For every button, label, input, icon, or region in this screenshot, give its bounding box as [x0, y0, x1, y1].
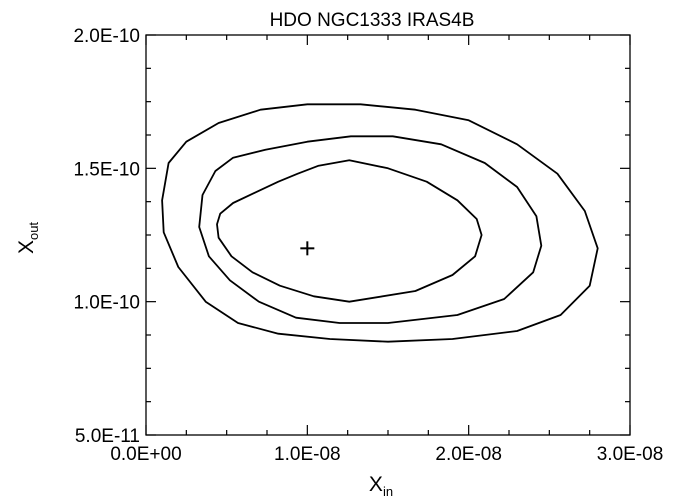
x-tick-label: 3.0E-08 [597, 444, 664, 465]
contour-lines [161, 103, 599, 343]
y-axis-ticks [146, 34, 630, 436]
x-tick-label: 1.0E-08 [274, 444, 341, 465]
contour-outer [161, 103, 599, 343]
y-tick-label: 1.5E-10 [73, 159, 140, 180]
chart-title: HDO NGC1333 IRAS4B [270, 10, 475, 31]
x-axis-tick-labels: 0.0E+00 1.0E-08 2.0E-08 3.0E-08 [110, 444, 663, 465]
contour-inner [216, 159, 483, 303]
y-axis-label-subscript: out [26, 222, 41, 240]
x-axis-label-main: X [369, 473, 383, 496]
x-axis-label-subscript: in [383, 484, 393, 499]
x-tick-label: 2.0E-08 [435, 444, 502, 465]
x-axis-label: Xin [369, 473, 393, 499]
y-tick-label: 2.0E-10 [73, 26, 140, 47]
y-axis-label-main: X [15, 240, 38, 254]
y-axis-label: Xout [15, 222, 41, 254]
best-fit-marker [300, 241, 315, 256]
contour-middle [198, 135, 543, 324]
x-axis-ticks [145, 35, 631, 435]
y-tick-label: 1.0E-10 [73, 293, 140, 314]
y-axis-tick-labels: 5.0E-11 1.0E-10 1.5E-10 2.0E-10 [73, 26, 140, 447]
y-tick-label: 5.0E-11 [75, 426, 140, 447]
x-tick-label: 0.0E+00 [110, 444, 181, 465]
